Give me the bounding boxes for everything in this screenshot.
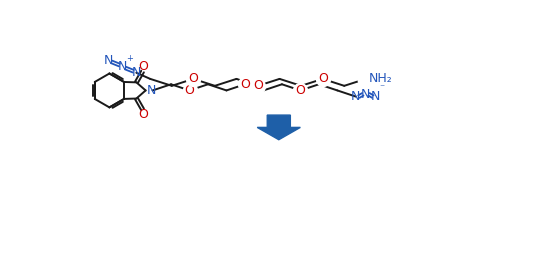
- Text: N: N: [351, 90, 361, 103]
- Text: N: N: [361, 88, 370, 101]
- Text: O: O: [138, 60, 149, 73]
- Text: N: N: [104, 54, 113, 67]
- Text: N: N: [146, 84, 156, 97]
- Text: N: N: [371, 90, 381, 103]
- Text: O: O: [240, 78, 250, 91]
- Text: O: O: [138, 108, 149, 121]
- Text: O: O: [318, 72, 327, 85]
- Text: N: N: [132, 66, 141, 79]
- Text: +: +: [126, 54, 133, 63]
- Text: O: O: [184, 84, 194, 97]
- Text: O: O: [295, 84, 305, 97]
- Text: NH₂: NH₂: [369, 72, 393, 85]
- Text: N: N: [118, 60, 127, 73]
- Text: O: O: [253, 79, 263, 92]
- Text: O: O: [188, 72, 198, 85]
- Polygon shape: [257, 115, 300, 140]
- Text: ⁻: ⁻: [380, 83, 385, 93]
